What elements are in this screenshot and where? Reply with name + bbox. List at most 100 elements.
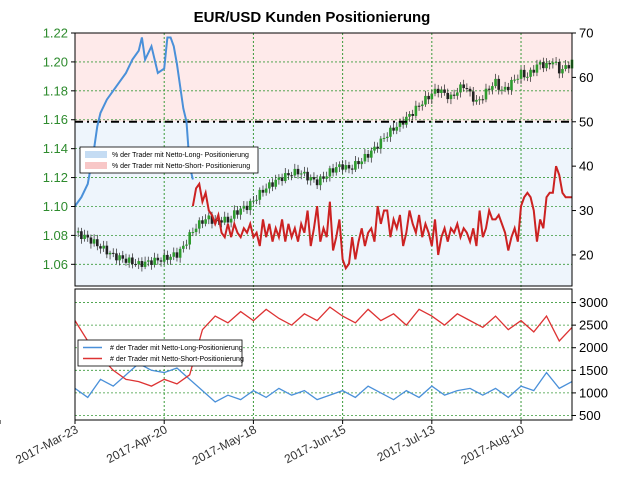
y-tick-label-price: 1.16	[43, 112, 68, 127]
candle-body	[424, 96, 427, 105]
candle-body	[472, 91, 475, 101]
candle-body	[539, 62, 542, 64]
candle-body	[395, 127, 398, 131]
candle-body	[115, 253, 118, 260]
candle-body	[309, 177, 312, 180]
candle-body	[106, 246, 109, 255]
candle-body	[128, 257, 131, 262]
x-tick-label: 2017-Apr-20	[104, 422, 170, 466]
candle-body	[290, 175, 293, 176]
candle-body	[376, 147, 379, 149]
candle-body	[507, 87, 510, 90]
y-tick-label-price: 1.10	[43, 199, 68, 214]
candle-body	[421, 105, 424, 107]
candle-body	[504, 87, 507, 90]
candle-body	[437, 89, 440, 93]
y-tick-label-percent: 40	[579, 159, 593, 174]
y-tick-label-price: 1.22	[43, 26, 68, 41]
y-tick-label-percent: 20	[579, 247, 593, 262]
y-tick-label-percent: 50	[579, 114, 593, 129]
candle-body	[494, 79, 497, 86]
candle-body	[383, 138, 386, 139]
candle-body	[552, 62, 555, 64]
candle-body	[545, 63, 548, 68]
candle-body	[160, 260, 163, 261]
candle-body	[354, 161, 357, 170]
y-tick-label-count: 1000	[579, 385, 608, 400]
x-tick-label: 2017-Aug-10	[459, 422, 527, 467]
candle-body	[501, 90, 504, 91]
candle-body	[227, 217, 230, 223]
candle-body	[284, 173, 287, 181]
candle-body	[255, 200, 258, 201]
legend-entry: % der Trader mit Netto-Short- Positionie…	[112, 163, 250, 170]
y-tick-label-price: 1.18	[43, 83, 68, 98]
candle-body	[481, 99, 484, 100]
upper-legend: % der Trader mit Netto-Long- Positionier…	[80, 147, 258, 173]
candle-body	[332, 168, 335, 172]
candle-body	[532, 70, 535, 73]
candle-body	[86, 235, 89, 238]
candle-body	[182, 246, 185, 249]
candle-body	[163, 255, 166, 262]
candle-body	[90, 237, 93, 243]
candle-body	[141, 261, 144, 267]
candle-body	[555, 62, 558, 63]
candle-body	[335, 167, 338, 172]
legend-swatch	[85, 151, 107, 158]
candle-body	[529, 70, 532, 77]
candle-body	[236, 210, 239, 214]
candle-body	[415, 106, 418, 116]
candle-body	[367, 154, 370, 158]
y-tick-label-count: 1500	[579, 363, 608, 378]
y-tick-label-count: 500	[579, 408, 601, 423]
candle-body	[370, 151, 373, 158]
candle-body	[405, 117, 408, 125]
candle-body	[462, 84, 465, 88]
candle-body	[319, 176, 322, 185]
candle-body	[351, 168, 354, 169]
candle-body	[243, 206, 246, 209]
candle-body	[246, 206, 249, 210]
candle-body	[188, 232, 191, 244]
y-tick-label-price: 1.12	[43, 170, 68, 185]
candle-body	[281, 177, 284, 181]
candle-body	[153, 258, 156, 265]
candle-body	[204, 219, 207, 223]
legend-swatch	[85, 162, 107, 169]
candle-body	[488, 89, 491, 90]
candle-body	[491, 86, 494, 90]
candle-body	[478, 99, 481, 100]
candle-body	[201, 220, 204, 223]
legend-entry: % der Trader mit Netto-Long- Positionier…	[112, 152, 249, 159]
candle-body	[561, 69, 564, 73]
candle-body	[303, 172, 306, 174]
candle-body	[157, 258, 160, 261]
candle-body	[536, 65, 539, 73]
x-tick-label: 2017-May-18	[190, 422, 259, 468]
candle-body	[179, 249, 182, 258]
candle-body	[233, 210, 236, 218]
candle-body	[144, 262, 147, 267]
candle-body	[300, 173, 303, 174]
candle-body	[297, 169, 300, 174]
y-tick-label-price: 1.20	[43, 54, 68, 69]
candle-body	[287, 173, 290, 175]
candle-body	[252, 201, 255, 202]
candle-body	[345, 165, 348, 170]
candle-body	[523, 70, 526, 77]
candle-body	[427, 96, 430, 99]
candle-body	[278, 177, 281, 179]
candle-body	[364, 154, 367, 161]
y-tick-label-price: 1.06	[43, 257, 68, 272]
y-tick-label-percent: 30	[579, 203, 593, 218]
candle-body	[497, 79, 500, 90]
y-tick-label-count: 2000	[579, 340, 608, 355]
legend-entry: # der Trader mit Netto-Long-Positionieru…	[110, 345, 243, 352]
candle-body	[418, 106, 421, 107]
candle-body	[137, 261, 140, 264]
candle-body	[192, 232, 195, 233]
candle-body	[258, 190, 261, 200]
candle-body	[564, 65, 567, 69]
candle-body	[230, 219, 233, 223]
